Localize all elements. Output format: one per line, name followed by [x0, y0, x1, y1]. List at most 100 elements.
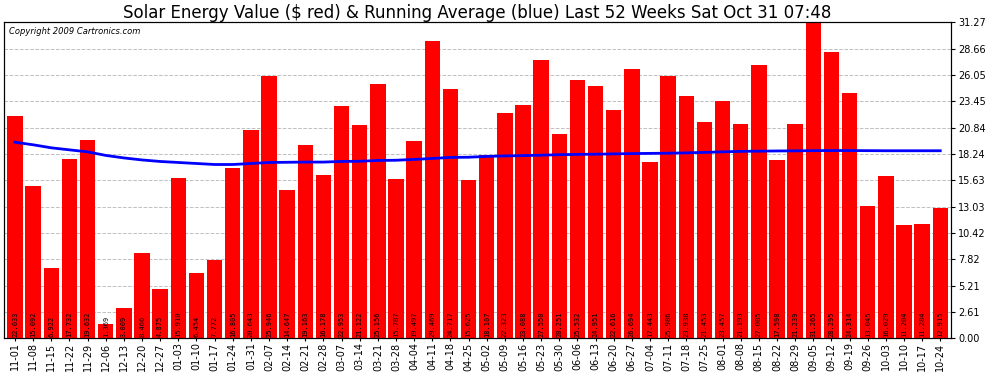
Text: 20.643: 20.643: [248, 311, 253, 337]
Bar: [624, 69, 640, 338]
Bar: [733, 124, 748, 338]
Text: 1.369: 1.369: [103, 315, 109, 337]
Bar: [370, 84, 385, 338]
Text: 15.092: 15.092: [30, 311, 37, 337]
Text: 27.085: 27.085: [755, 311, 762, 337]
Text: 25.986: 25.986: [665, 311, 671, 337]
Text: 6.454: 6.454: [193, 315, 199, 337]
Bar: [61, 159, 77, 338]
Bar: [425, 40, 440, 338]
Bar: [98, 324, 114, 338]
Bar: [352, 125, 367, 338]
Bar: [842, 93, 857, 338]
Bar: [915, 224, 930, 338]
Bar: [643, 162, 657, 338]
Text: 7.772: 7.772: [212, 315, 218, 337]
Text: Copyright 2009 Cartronics.com: Copyright 2009 Cartronics.com: [9, 27, 141, 36]
Bar: [298, 145, 313, 338]
Text: 15.910: 15.910: [175, 311, 181, 337]
Text: 4.875: 4.875: [157, 315, 163, 337]
Bar: [497, 113, 513, 338]
Bar: [933, 208, 948, 338]
Text: 22.323: 22.323: [502, 311, 508, 337]
Bar: [443, 88, 458, 338]
Text: 24.717: 24.717: [447, 311, 453, 337]
Text: 22.616: 22.616: [611, 311, 617, 337]
Bar: [7, 116, 23, 338]
Bar: [678, 96, 694, 338]
Bar: [135, 253, 149, 338]
Bar: [660, 76, 676, 338]
Bar: [225, 168, 241, 338]
Text: 28.295: 28.295: [829, 311, 835, 337]
Text: 16.029: 16.029: [883, 311, 889, 337]
Bar: [316, 175, 332, 338]
Text: 24.951: 24.951: [593, 311, 599, 337]
Bar: [606, 110, 622, 338]
Text: 15.625: 15.625: [465, 311, 471, 337]
Bar: [279, 190, 295, 338]
Bar: [44, 268, 59, 338]
Text: 15.787: 15.787: [393, 311, 399, 337]
Text: 17.598: 17.598: [774, 311, 780, 337]
Text: 27.550: 27.550: [539, 311, 545, 337]
Bar: [116, 308, 132, 338]
Text: 25.946: 25.946: [266, 311, 272, 337]
Bar: [715, 101, 731, 338]
Text: 22.953: 22.953: [339, 311, 345, 337]
Text: 25.156: 25.156: [375, 311, 381, 337]
Text: 13.045: 13.045: [864, 311, 870, 337]
Bar: [806, 22, 821, 338]
Text: 25.532: 25.532: [574, 311, 580, 337]
Text: 18.107: 18.107: [484, 311, 490, 337]
Text: 22.033: 22.033: [12, 311, 18, 337]
Bar: [152, 289, 168, 338]
Text: 21.239: 21.239: [792, 311, 798, 337]
Text: 16.805: 16.805: [230, 311, 236, 337]
Text: 19.163: 19.163: [302, 311, 308, 337]
Text: 20.251: 20.251: [556, 311, 562, 337]
Text: 26.694: 26.694: [629, 311, 635, 337]
Text: 24.314: 24.314: [846, 311, 852, 337]
Text: 23.938: 23.938: [683, 311, 689, 337]
Bar: [551, 134, 567, 338]
Bar: [461, 180, 476, 338]
Bar: [787, 124, 803, 338]
Text: 17.443: 17.443: [647, 311, 653, 337]
Text: 6.922: 6.922: [49, 315, 54, 337]
Text: 29.469: 29.469: [430, 311, 436, 337]
Bar: [80, 140, 95, 338]
Text: 31.265: 31.265: [810, 311, 817, 337]
Text: 12.915: 12.915: [938, 311, 943, 337]
Bar: [878, 176, 894, 338]
Text: 19.497: 19.497: [411, 311, 417, 337]
Bar: [170, 177, 186, 338]
Bar: [407, 141, 422, 338]
Bar: [769, 160, 785, 338]
Bar: [516, 105, 531, 338]
Text: 23.457: 23.457: [720, 311, 726, 337]
Bar: [189, 273, 204, 338]
Text: 17.732: 17.732: [66, 311, 72, 337]
Bar: [569, 80, 585, 338]
Bar: [244, 130, 258, 338]
Text: 23.088: 23.088: [520, 311, 526, 337]
Bar: [26, 186, 41, 338]
Bar: [860, 207, 875, 338]
Bar: [388, 179, 404, 338]
Text: 11.204: 11.204: [901, 311, 907, 337]
Text: 16.178: 16.178: [321, 311, 327, 337]
Text: 21.453: 21.453: [702, 311, 708, 337]
Bar: [534, 60, 548, 338]
Bar: [334, 106, 349, 338]
Text: 19.632: 19.632: [84, 311, 91, 337]
Bar: [207, 260, 223, 338]
Text: 21.122: 21.122: [356, 311, 362, 337]
Bar: [261, 76, 277, 338]
Bar: [896, 225, 912, 338]
Bar: [751, 64, 766, 338]
Text: 8.466: 8.466: [139, 315, 146, 337]
Bar: [824, 53, 840, 338]
Text: 21.193: 21.193: [738, 311, 743, 337]
Text: 3.009: 3.009: [121, 315, 127, 337]
